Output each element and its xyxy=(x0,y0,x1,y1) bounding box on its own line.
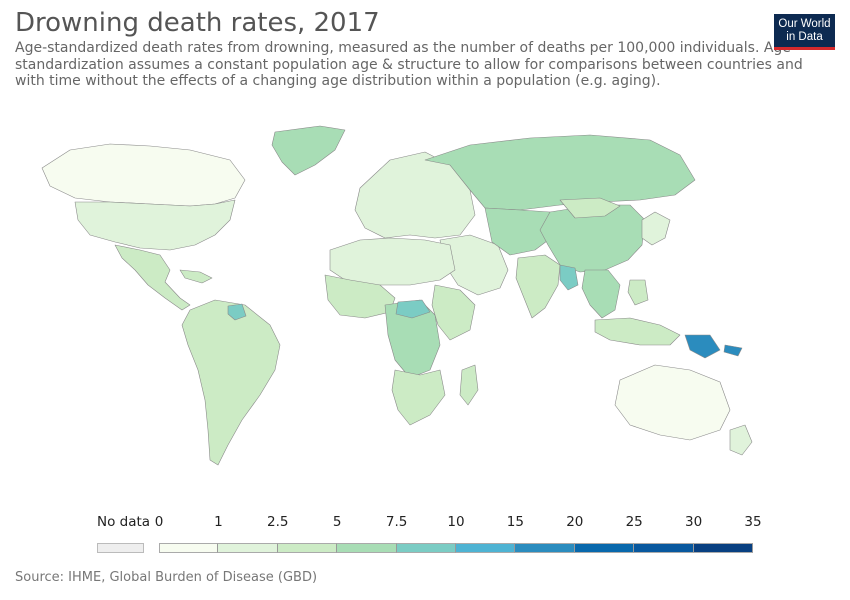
country-myanmar[interactable] xyxy=(559,264,579,291)
legend-bin-1[interactable] xyxy=(218,543,278,553)
legend-tick-label: 10 xyxy=(447,514,465,530)
legend-tick-label: 20 xyxy=(566,514,584,530)
legend-tick-label: 5 xyxy=(332,514,342,530)
legend-no-data-swatch xyxy=(97,543,144,553)
legend-bin-4[interactable] xyxy=(396,543,456,553)
legend-bin-2[interactable] xyxy=(277,543,338,553)
country-japan-korea[interactable] xyxy=(641,211,671,246)
legend-bin-9[interactable] xyxy=(693,543,753,553)
country-united-states[interactable] xyxy=(74,199,236,251)
country-india[interactable] xyxy=(515,254,561,319)
legend-bin-8[interactable] xyxy=(634,543,694,553)
legend-tick-label: 1 xyxy=(214,514,223,530)
legend-bin-3[interactable] xyxy=(337,543,397,553)
legend-tick-label: 15 xyxy=(506,514,524,530)
legend-tick-label: 7.5 xyxy=(385,514,408,530)
logo-line-1: Our World xyxy=(778,17,831,30)
country-north-africa[interactable] xyxy=(329,237,456,286)
legend-no-data-label: No data xyxy=(97,514,151,530)
legend-bin-7[interactable] xyxy=(574,543,635,553)
country-indonesia-philippines[interactable] xyxy=(594,279,681,346)
logo-line-2: in Data xyxy=(786,30,823,43)
country-north-america[interactable] xyxy=(41,143,246,207)
country-europe[interactable] xyxy=(354,151,476,239)
legend-tick-label: 0 xyxy=(154,514,164,530)
country-east-africa[interactable] xyxy=(431,284,476,341)
legend-bin-6[interactable] xyxy=(515,543,575,553)
source-note[interactable]: Source: IHME, Global Burden of Disease (… xyxy=(15,570,318,585)
country-papua-new-guinea[interactable] xyxy=(684,334,721,359)
chart-subtitle: Age-standardized death rates from drowni… xyxy=(15,40,803,89)
country-greenland[interactable] xyxy=(271,125,346,176)
country-solomon-islands[interactable] xyxy=(723,344,743,357)
chart-title: Drowning death rates, 2017 xyxy=(15,8,380,38)
legend-tick-label: 35 xyxy=(744,514,762,530)
country-central-asia[interactable] xyxy=(484,207,556,256)
country-caribbean[interactable] xyxy=(179,269,213,284)
country-new-zealand[interactable] xyxy=(729,424,753,456)
country-guyana[interactable] xyxy=(227,303,247,321)
country-central-african-republic[interactable] xyxy=(395,299,431,319)
country-madagascar[interactable] xyxy=(459,364,479,406)
owid-logo[interactable]: Our World in Data xyxy=(774,14,835,50)
country-russia[interactable] xyxy=(424,134,696,211)
country-mongolia[interactable] xyxy=(559,197,621,219)
legend-tick-label: 25 xyxy=(625,514,643,530)
country-australia[interactable] xyxy=(614,364,731,441)
legend-tick-label: 30 xyxy=(685,514,703,530)
country-china[interactable] xyxy=(539,204,646,273)
country-south-america[interactable] xyxy=(181,299,281,466)
country-southeast-asia[interactable] xyxy=(581,269,621,319)
legend-bin-0[interactable] xyxy=(159,543,219,553)
legend-color-scale xyxy=(159,543,753,553)
legend-tick-label: 2.5 xyxy=(267,514,289,530)
world-map xyxy=(41,125,753,466)
legend-bin-5[interactable] xyxy=(455,543,516,553)
country-mexico-central-america[interactable] xyxy=(114,244,191,311)
country-southern-africa[interactable] xyxy=(391,369,446,426)
